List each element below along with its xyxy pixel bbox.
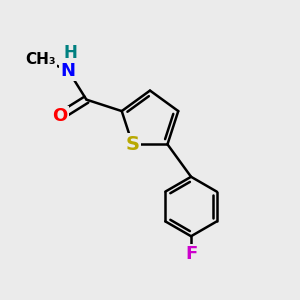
Text: S: S: [125, 135, 140, 154]
Text: N: N: [61, 61, 76, 80]
Text: F: F: [185, 245, 197, 263]
Text: O: O: [52, 107, 68, 125]
Text: CH₃: CH₃: [26, 52, 56, 67]
Text: H: H: [64, 44, 78, 62]
